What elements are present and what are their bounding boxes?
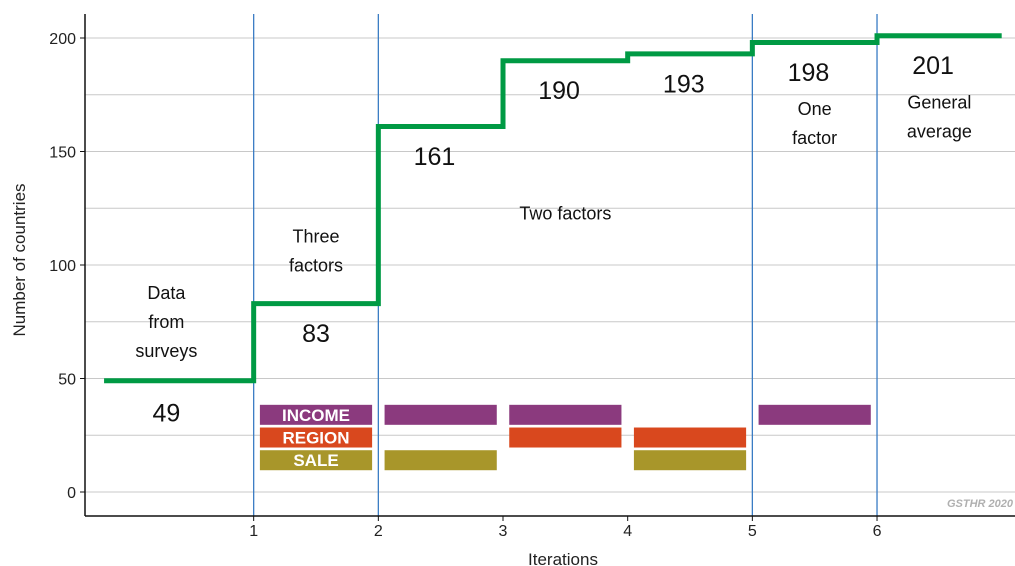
factor-bar-label: REGION xyxy=(282,429,349,448)
series-lines xyxy=(104,33,1002,384)
y-tick-label: 100 xyxy=(49,258,76,275)
chart-text: 49 83 161 190 193 198 201 Data from surveys Three f… xyxy=(135,52,971,427)
step-value-label: 201 xyxy=(912,52,954,80)
y-axis-title: Number of countries xyxy=(10,183,29,336)
annotation-line: Data xyxy=(147,283,186,303)
iteration-separators xyxy=(253,14,878,516)
factor-bar-region xyxy=(259,427,373,448)
annotation-line: Three xyxy=(292,226,339,246)
step-value-label: 198 xyxy=(788,59,830,87)
series-line xyxy=(104,33,1002,384)
annotation-line: One xyxy=(798,99,832,119)
factor-bars: INCOME REGION SALE xyxy=(259,404,871,471)
axes: 0 50 100 150 200 1 2 3 4 5 6 xyxy=(49,14,1015,540)
y-tick-label: 200 xyxy=(49,31,76,48)
x-tick-label: 1 xyxy=(249,523,258,540)
factor-bar-region xyxy=(633,427,747,448)
y-tick-label: 150 xyxy=(49,145,76,162)
step-value-label: 49 xyxy=(152,400,180,428)
annotation-line: factor xyxy=(792,128,837,148)
step-value-label: 161 xyxy=(414,143,456,171)
x-axis-title: Iterations xyxy=(528,550,598,566)
factor-bar-sale xyxy=(259,450,373,471)
y-tick-label: 50 xyxy=(58,372,76,389)
step-value-label: 83 xyxy=(302,320,330,348)
factor-bar-label: INCOME xyxy=(282,406,350,425)
x-tick-label: 4 xyxy=(623,523,632,540)
annotation-label: Three factors xyxy=(289,226,343,275)
x-tick-label: 2 xyxy=(374,523,383,540)
annotation-line: from xyxy=(148,312,184,332)
annotation-line: average xyxy=(907,121,972,141)
annotation-label: Two factors xyxy=(519,204,611,224)
y-tick-label: 0 xyxy=(67,485,76,502)
factor-bar-sale xyxy=(633,450,747,471)
annotation-line: General xyxy=(907,92,971,112)
annotation-line: Two factors xyxy=(519,204,611,224)
factor-bar-label: SALE xyxy=(293,451,338,470)
annotation-label: One factor xyxy=(792,99,837,148)
step-value-label: 190 xyxy=(538,77,580,105)
annotation-line: factors xyxy=(289,255,343,275)
factor-bar-income xyxy=(259,404,373,425)
factor-bar-income xyxy=(758,404,871,425)
annotation-line: surveys xyxy=(135,341,197,361)
annotation-label: Data from surveys xyxy=(135,283,197,361)
watermark: GSTHR 2020 xyxy=(947,498,1014,510)
factor-bar-income xyxy=(384,404,497,425)
factor-bar-region xyxy=(509,427,622,448)
x-tick-label: 5 xyxy=(748,523,757,540)
x-tick-label: 6 xyxy=(873,523,882,540)
x-tick-label: 3 xyxy=(499,523,508,540)
factor-bar-income xyxy=(509,404,622,425)
step-value-label: 193 xyxy=(663,70,705,98)
annotation-label: General average xyxy=(907,92,972,141)
factor-bar-sale xyxy=(384,450,497,471)
